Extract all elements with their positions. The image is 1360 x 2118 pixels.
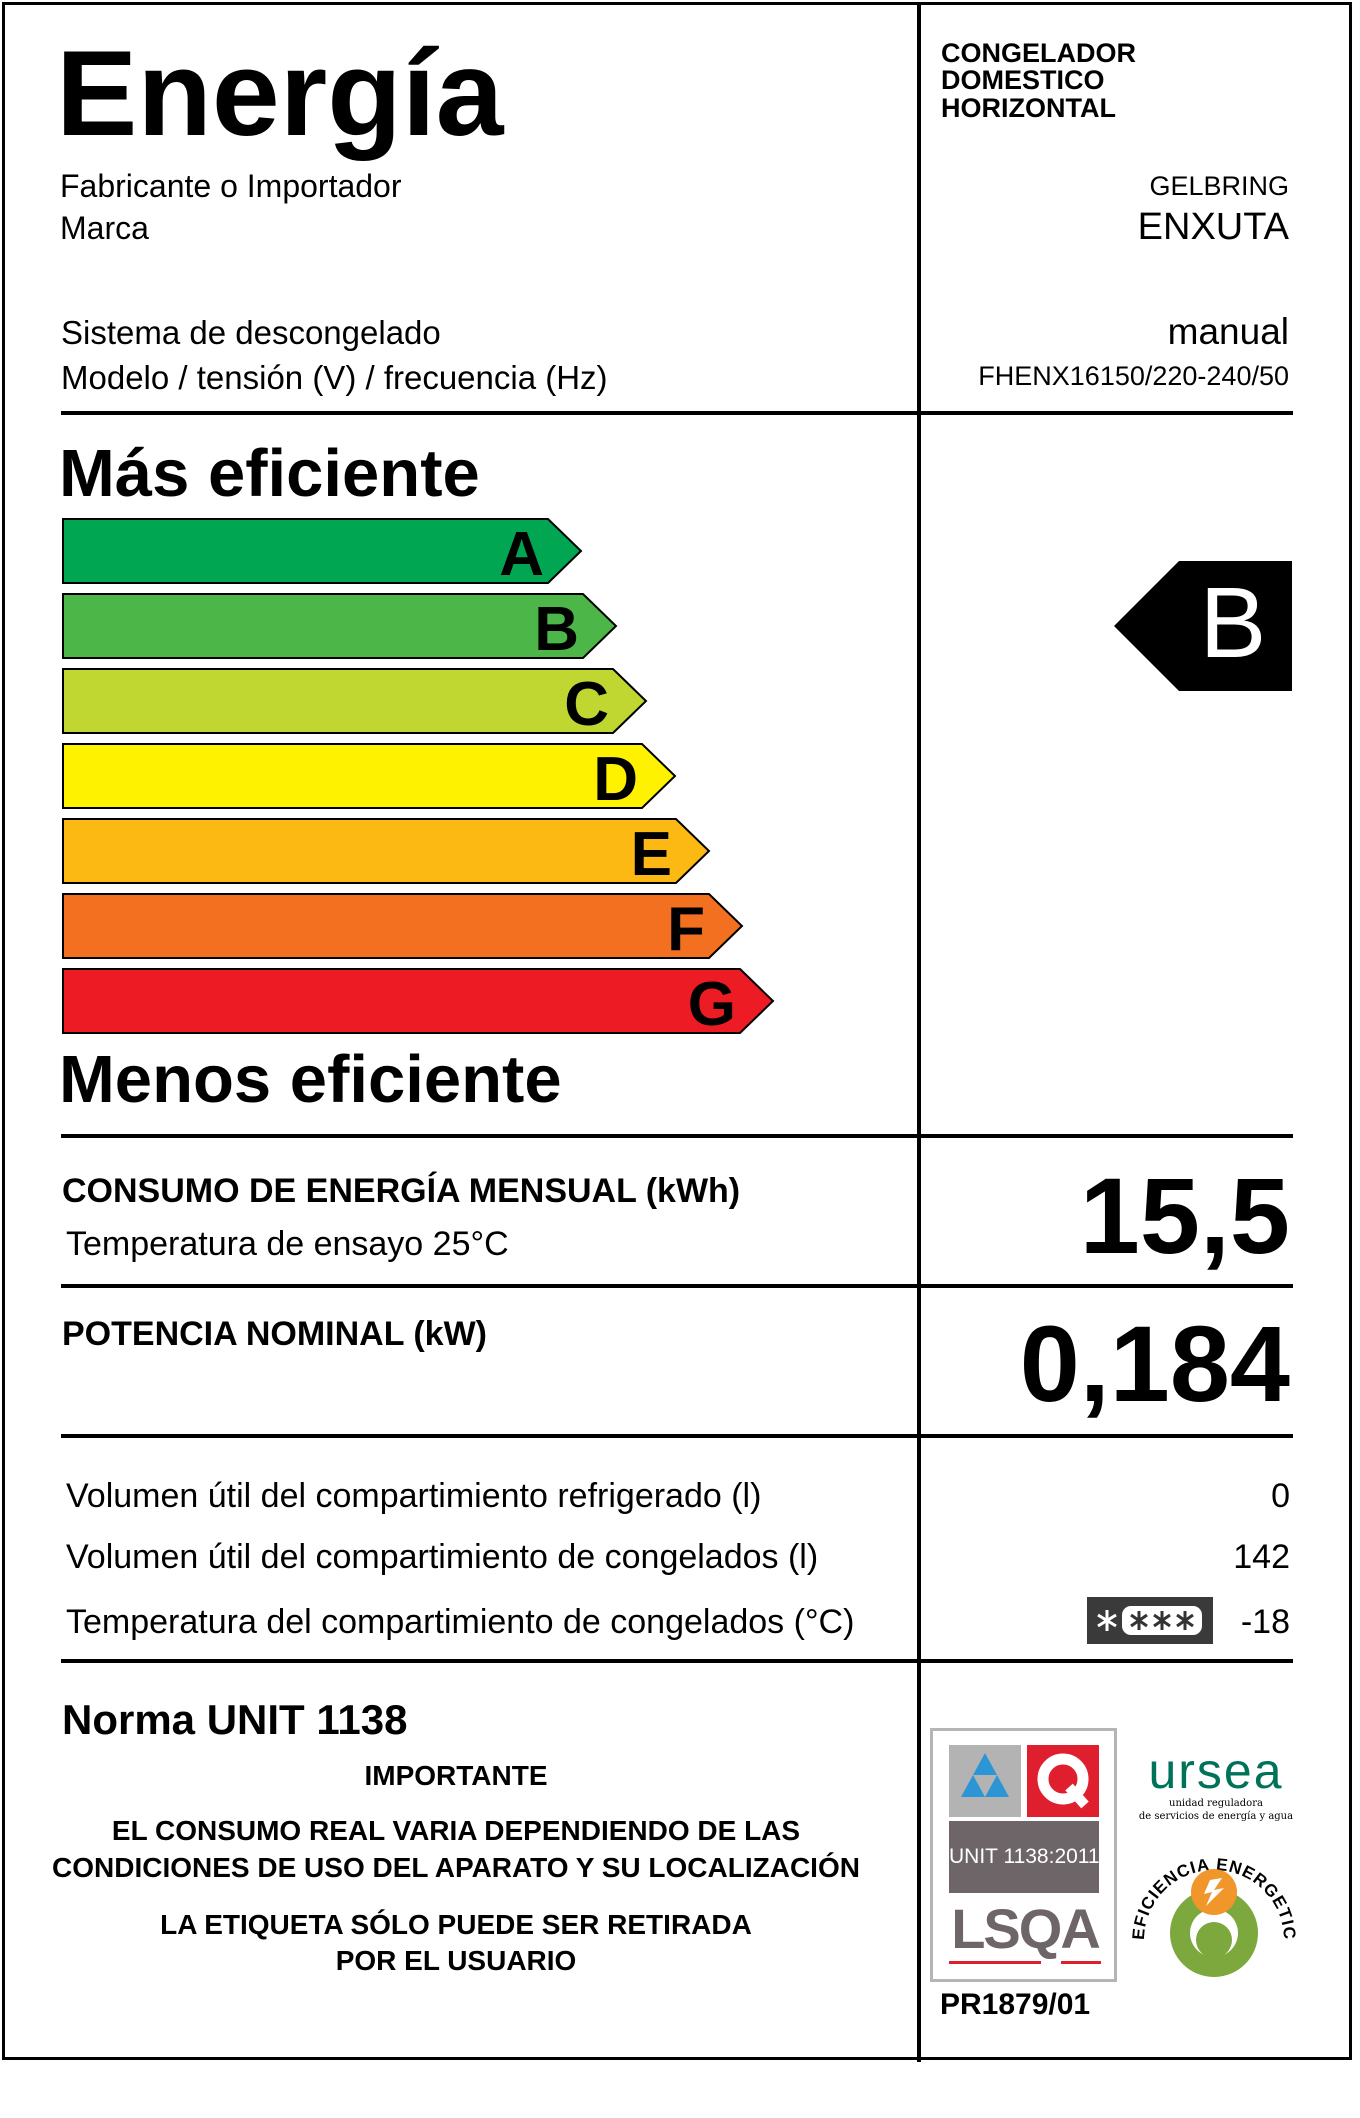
test-temperature-label: Temperatura de ensayo 25°C [66, 1225, 509, 1263]
efficiency-bar-c: C [62, 668, 648, 739]
q-icon [1027, 1745, 1099, 1817]
most-efficient-label: Más eficiente [59, 436, 480, 511]
efficiency-bar-e: E [62, 818, 711, 889]
efficiency-bar-b: B [62, 593, 618, 664]
freezer-temperature-label: Temperatura del compartimiento de congel… [66, 1603, 855, 1641]
efficiency-class-letter: A [499, 520, 544, 589]
freezer-volume-value: 142 [1233, 1538, 1290, 1576]
triangle-icon [949, 1745, 1021, 1817]
removal-line: LA ETIQUETA SÓLO PUEDE SER RETIRADA [160, 1909, 752, 1940]
lsqa-underline [949, 1961, 1041, 1964]
efficiency-bar-shape [62, 893, 744, 959]
efficiency-bar-shape [62, 743, 677, 809]
norm-label: Norma UNIT 1138 [62, 1696, 408, 1743]
brand-value: ENXUTA [1137, 206, 1289, 248]
four-star-freezer-icon [1087, 1597, 1213, 1644]
efficiency-bar-f: F [62, 893, 744, 964]
efficiency-bar-shape [62, 668, 648, 734]
important-heading: IMPORTANTE [364, 1760, 548, 1791]
divider [61, 1284, 1293, 1288]
removal-line: POR EL USUARIO [335, 1945, 577, 1976]
model-label: Modelo / tensión (V) / frecuencia (Hz) [61, 359, 608, 396]
freezer-temperature-value: -18 [1240, 1603, 1290, 1641]
divider [61, 411, 1293, 415]
defrost-label: Sistema de descongelado [61, 314, 441, 351]
efficiency-class-letter: D [593, 745, 638, 814]
column-divider [917, 2, 921, 2062]
consumption-label: CONSUMO DE ENERGÍA MENSUAL (kWh) [62, 1172, 741, 1210]
ursea-wordmark: ursea [1148, 1743, 1284, 1799]
rating-indicator: B [1114, 561, 1292, 691]
appliance-type-line: HORIZONTAL [941, 93, 1116, 123]
lsqa-underline [1061, 1961, 1101, 1964]
notice-line: EL CONSUMO REAL VARIA DEPENDIENDO DE LAS [111, 1815, 801, 1846]
efficiency-class-letter: F [667, 895, 705, 964]
efficiency-bar-a: A [62, 518, 583, 589]
ursea-logo: ursea unidad reguladora de servicios de … [1136, 1743, 1296, 1824]
efficiency-class-letter: B [534, 595, 579, 664]
efficiency-bar-shape [62, 518, 583, 584]
efficiency-bar-shape [62, 818, 711, 884]
divider [61, 1134, 1293, 1138]
lsqa-logo: UNIT 1138:2011 LSQA [930, 1728, 1117, 1982]
consumption-value: 15,5 [1079, 1155, 1290, 1276]
divider [61, 1659, 1293, 1663]
efficiency-class-letter: E [630, 820, 672, 889]
efficiency-bar-shape [62, 593, 618, 659]
fridge-volume-value: 0 [1271, 1477, 1290, 1515]
least-efficient-label: Menos eficiente [59, 1042, 562, 1117]
brand-label: Marca [60, 210, 149, 246]
efficiency-class-letter: G [687, 970, 736, 1039]
power-value: 0,184 [1019, 1303, 1290, 1424]
model-value: FHENX16150/220-240/50 [978, 361, 1289, 391]
efficiency-class-letter: C [564, 670, 609, 739]
manufacturer-label: Fabricante o Importador [60, 168, 402, 204]
appliance-type-line: DOMESTICO [941, 65, 1105, 95]
ursea-subtitle: unidad reguladora [1169, 1798, 1263, 1809]
efficiency-bar-g: G [62, 968, 775, 1039]
freezer-volume-label: Volumen útil del compartimiento de conge… [66, 1538, 819, 1576]
divider [61, 1434, 1293, 1438]
rating-arrow-icon [1114, 561, 1292, 691]
efficiency-bar-shape [62, 968, 775, 1034]
defrost-value: manual [1167, 311, 1289, 352]
manufacturer-value: GELBRING [1149, 171, 1289, 201]
ursea-subtitle: de servicios de energía y agua [1138, 1811, 1294, 1822]
energy-efficiency-seal: EFICIENCIA ENERGETICA [1119, 1825, 1298, 1980]
certificate-code: PR1879/01 [940, 1988, 1091, 2021]
power-label: POTENCIA NOMINAL (kW) [62, 1315, 487, 1353]
rating-letter: B [1199, 567, 1267, 679]
label-frame [2, 2, 1352, 2060]
page-title: Energía [56, 25, 504, 161]
lsqa-wordmark: LSQA [951, 1897, 1101, 1960]
appliance-type-line: CONGELADOR [941, 38, 1136, 68]
efficiency-bar-d: D [62, 743, 677, 814]
fridge-volume-label: Volumen útil del compartimiento refriger… [66, 1477, 762, 1515]
notice-line: CONDICIONES DE USO DEL APARATO Y SU LOCA… [52, 1852, 860, 1883]
lsqa-norm: UNIT 1138:2011 [949, 1821, 1100, 1893]
